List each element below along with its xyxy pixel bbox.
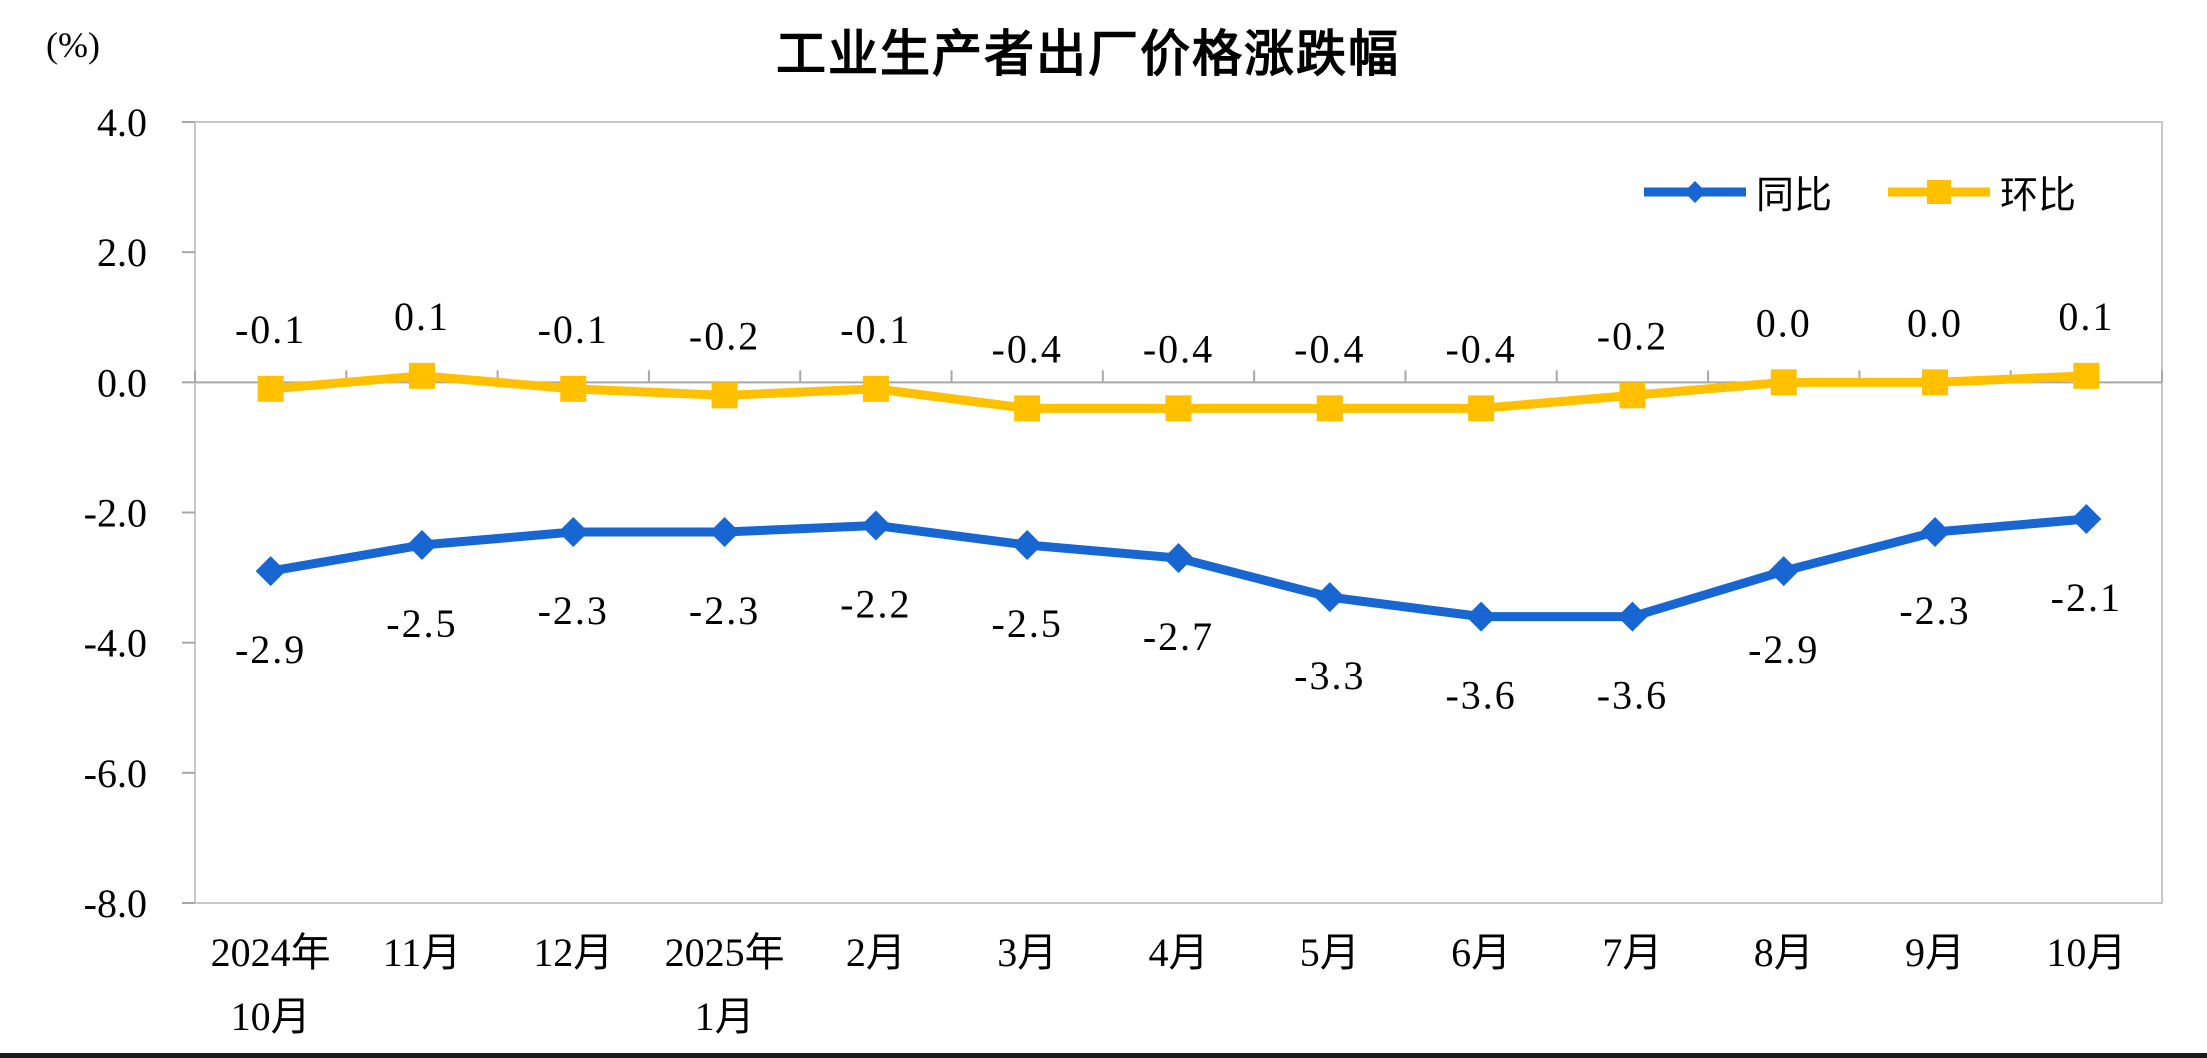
yoy-data-label-9: -3.6 xyxy=(1597,673,1668,718)
yoy-data-label-8: -3.6 xyxy=(1445,673,1516,718)
x-tick-label: 7月 xyxy=(1602,930,1662,975)
yoy-data-label-4: -2.2 xyxy=(840,582,911,627)
x-tick-label: 9月 xyxy=(1905,930,1965,975)
page-bottom-rule xyxy=(0,1053,2207,1058)
mom-data-label-5: -0.4 xyxy=(992,326,1063,371)
yoy-data-label-6: -2.7 xyxy=(1143,614,1214,659)
mom-data-label-1: 0.1 xyxy=(394,294,450,339)
mom-point-1 xyxy=(408,362,435,389)
legend-item-yoy: 同比 xyxy=(1642,164,1832,219)
mom-data-label-4: -0.1 xyxy=(840,307,911,352)
legend-item-mom: 环比 xyxy=(1886,164,2076,219)
mom-data-label-7: -0.4 xyxy=(1294,326,1365,371)
yoy-point-6 xyxy=(1163,543,1194,574)
plot-border xyxy=(194,121,2163,904)
mom-line-swatch-icon xyxy=(1888,179,1991,204)
mom-point-9 xyxy=(1619,382,1646,409)
y-tick-label: 2.0 xyxy=(97,230,147,275)
x-tick-label: 6月 xyxy=(1451,930,1511,975)
mom-data-label-12: 0.1 xyxy=(2058,294,2114,339)
yoy-point-5 xyxy=(1012,530,1043,561)
y-axis-unit-label: (%) xyxy=(46,25,100,65)
yoy-point-4 xyxy=(860,510,891,541)
mom-data-label-2: -0.1 xyxy=(538,307,609,352)
yoy-data-label-2: -2.3 xyxy=(538,588,609,633)
x-tick-label: 8月 xyxy=(1754,930,1814,975)
yoy-line-swatch-icon xyxy=(1644,180,1746,203)
y-tick-label: -6.0 xyxy=(84,751,147,796)
mom-point-10 xyxy=(1770,369,1797,396)
x-tick-label: 5月 xyxy=(1300,930,1360,975)
mom-data-label-10: 0.0 xyxy=(1756,300,1812,345)
y-tick-label: 4.0 xyxy=(97,100,147,145)
mom-point-8 xyxy=(1468,395,1495,422)
mom-point-7 xyxy=(1316,395,1343,422)
yoy-point-3 xyxy=(709,517,740,548)
mom-point-2 xyxy=(560,375,587,402)
mom-point-4 xyxy=(862,375,889,402)
x-tick-label: 10月 xyxy=(2046,930,2126,975)
mom-data-label-3: -0.2 xyxy=(689,313,760,358)
mom-point-5 xyxy=(1014,395,1041,422)
yoy-point-8 xyxy=(1466,601,1497,632)
y-tick-label: -8.0 xyxy=(84,881,147,926)
mom-data-label-8: -0.4 xyxy=(1445,326,1516,371)
mom-data-label-6: -0.4 xyxy=(1143,326,1214,371)
yoy-point-12 xyxy=(2071,504,2102,535)
yoy-point-2 xyxy=(558,517,589,548)
x-tick-label: 4月 xyxy=(1149,930,1209,975)
x-tick-label: 11月 xyxy=(383,930,462,975)
chart-title: 工业生产者出厂价格涨跌幅 xyxy=(776,26,1400,82)
yoy-point-9 xyxy=(1617,601,1648,632)
yoy-data-label-3: -2.3 xyxy=(689,588,760,633)
legend: 同比 环比 xyxy=(1642,164,2076,219)
mom-point-3 xyxy=(711,382,738,409)
mom-point-6 xyxy=(1165,395,1192,422)
yoy-data-label-0: -2.9 xyxy=(235,627,306,672)
yoy-point-1 xyxy=(406,530,437,561)
yoy-data-label-5: -2.5 xyxy=(992,601,1063,646)
yoy-data-label-10: -2.9 xyxy=(1748,627,1819,672)
yoy-point-0 xyxy=(255,556,286,587)
yoy-point-11 xyxy=(1920,517,1951,548)
yoy-point-10 xyxy=(1768,556,1799,587)
mom-data-label-0: -0.1 xyxy=(235,307,306,352)
yoy-data-label-12: -2.1 xyxy=(2051,575,2122,620)
legend-label-mom: 环比 xyxy=(2000,175,2077,217)
y-tick-label: 0.0 xyxy=(97,360,147,405)
yoy-data-label-1: -2.5 xyxy=(386,601,457,646)
x-tick-label: 2025年 xyxy=(665,930,785,975)
mom-point-0 xyxy=(257,375,284,402)
yoy-data-label-11: -2.3 xyxy=(1899,588,1970,633)
mom-point-12 xyxy=(2073,362,2100,389)
legend-label-yoy: 同比 xyxy=(1756,175,1833,217)
mom-data-label-9: -0.2 xyxy=(1597,313,1668,358)
y-tick-label: -2.0 xyxy=(84,491,147,536)
mom-point-11 xyxy=(1922,369,1949,396)
mom-data-label-11: 0.0 xyxy=(1907,300,1963,345)
yoy-point-7 xyxy=(1314,582,1345,613)
x-tick-label: 1月 xyxy=(695,994,755,1039)
yoy-data-label-7: -3.3 xyxy=(1294,653,1365,698)
x-tick-label: 2月 xyxy=(846,930,906,975)
x-tick-label: 10月 xyxy=(231,994,311,1039)
x-tick-label: 3月 xyxy=(997,930,1057,975)
x-tick-label: 2024年 xyxy=(211,930,331,975)
x-tick-label: 12月 xyxy=(533,930,613,975)
y-tick-label: -4.0 xyxy=(84,621,147,666)
